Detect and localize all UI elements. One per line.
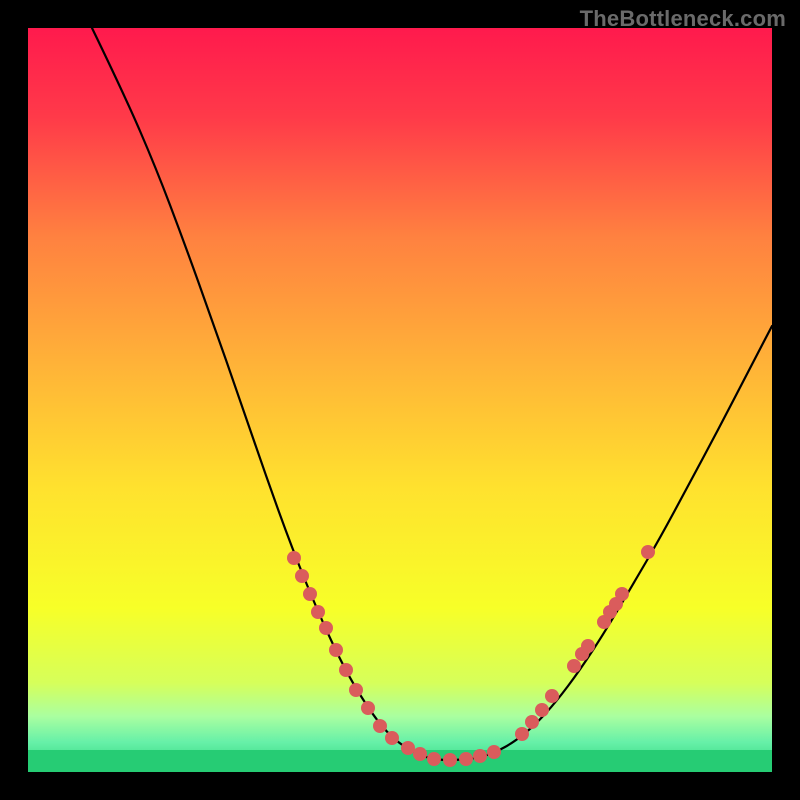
data-marker xyxy=(303,587,317,601)
data-marker xyxy=(311,605,325,619)
data-marker xyxy=(287,551,301,565)
data-marker xyxy=(385,731,399,745)
data-marker xyxy=(295,569,309,583)
data-marker xyxy=(401,741,415,755)
data-marker xyxy=(413,747,427,761)
data-marker xyxy=(459,752,473,766)
data-marker xyxy=(581,639,595,653)
data-marker xyxy=(567,659,581,673)
data-marker xyxy=(361,701,375,715)
data-marker xyxy=(487,745,501,759)
data-marker xyxy=(349,683,363,697)
data-marker xyxy=(641,545,655,559)
bottleneck-v-curve-chart xyxy=(28,28,772,772)
data-marker xyxy=(443,753,457,767)
gradient-background xyxy=(28,28,772,772)
data-marker xyxy=(473,749,487,763)
data-marker xyxy=(525,715,539,729)
data-marker xyxy=(319,621,333,635)
bottom-band xyxy=(28,750,772,772)
data-marker xyxy=(515,727,529,741)
chart-frame: TheBottleneck.com xyxy=(0,0,800,800)
data-marker xyxy=(373,719,387,733)
data-marker xyxy=(339,663,353,677)
data-marker xyxy=(427,752,441,766)
data-marker xyxy=(545,689,559,703)
data-marker xyxy=(535,703,549,717)
data-marker xyxy=(615,587,629,601)
data-marker xyxy=(329,643,343,657)
